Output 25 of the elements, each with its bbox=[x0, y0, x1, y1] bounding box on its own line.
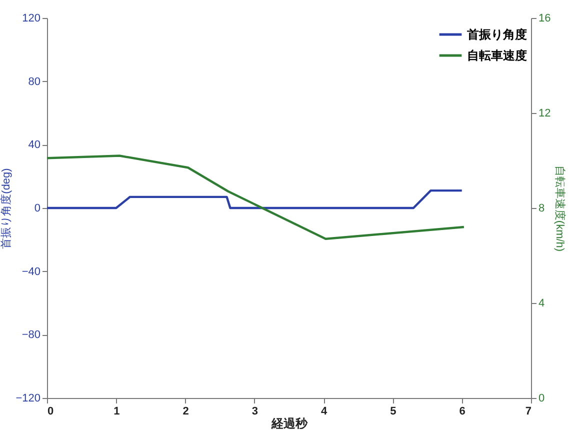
y-tick-label: −40 bbox=[22, 266, 40, 278]
y-tick-label: −80 bbox=[22, 329, 40, 342]
y-axis-title: 首振り角度(deg) bbox=[0, 168, 13, 249]
x-tick-label: 3 bbox=[252, 406, 258, 418]
y-tick-label: 0 bbox=[34, 202, 40, 214]
y2-axis-title: 自転車速度(km/h) bbox=[554, 165, 567, 252]
y2-tick-label: 16 bbox=[538, 12, 551, 24]
x-tick-label: 5 bbox=[390, 406, 396, 418]
y-tick-label: 80 bbox=[28, 76, 40, 88]
y-tick-label: −120 bbox=[16, 392, 40, 404]
x-tick-label: 7 bbox=[525, 406, 532, 418]
y2-tick-label: 8 bbox=[538, 202, 545, 214]
legend-label: 首振り角度 bbox=[466, 28, 527, 42]
y2-tick-label: 12 bbox=[538, 108, 551, 120]
x-tick-label: 1 bbox=[114, 406, 120, 418]
x-tick-label: 2 bbox=[182, 406, 189, 418]
y-tick-label: 40 bbox=[28, 139, 40, 152]
legend-label: 自転車速度 bbox=[467, 48, 527, 62]
x-tick-label: 0 bbox=[48, 406, 54, 418]
y2-tick-label: 0 bbox=[538, 392, 545, 404]
x-tick-label: 4 bbox=[321, 406, 328, 418]
line-series bbox=[46, 154, 466, 240]
y2-tick-label: 4 bbox=[538, 298, 545, 310]
y-tick-label: 120 bbox=[22, 12, 40, 24]
x-tick-label: 6 bbox=[459, 406, 466, 418]
